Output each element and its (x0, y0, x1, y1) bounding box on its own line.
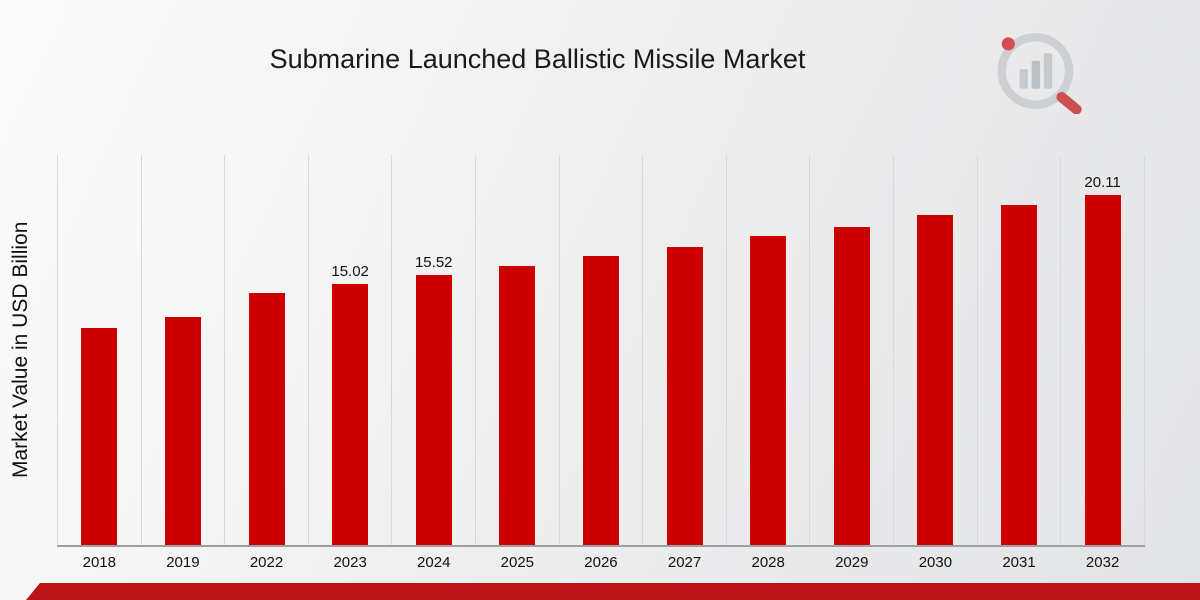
category-cell: 2018 (57, 155, 141, 571)
bar-value-label: 20.11 (1084, 174, 1121, 191)
category-cell: 2019 (140, 155, 225, 571)
category-cell: 2026 (558, 155, 643, 571)
category-cell: 2031 (976, 155, 1061, 571)
bottom-accent-bar (26, 583, 1200, 600)
x-tick-label: 2022 (249, 554, 284, 571)
analytics-logo-icon (997, 33, 1082, 114)
category-cell: 2025 (475, 155, 559, 571)
x-tick-label: 2027 (667, 554, 702, 571)
bar-2026 (582, 256, 619, 545)
category-cell: 15.52 2024 (391, 155, 475, 571)
bar-2024: 15.52 (415, 254, 453, 545)
x-tick-label: 2029 (835, 554, 869, 571)
x-tick-label: 2030 (918, 554, 953, 571)
category-cell: 15.02 2023 (307, 155, 392, 571)
bar-value-label: 15.52 (414, 254, 453, 271)
y-axis-label: Market Value in USD Billion (9, 221, 32, 479)
category-cell: 20.11 2032 (1060, 155, 1145, 571)
x-tick-label: 2024 (417, 554, 451, 571)
x-tick-label: 2028 (751, 554, 785, 571)
category-cell: 2030 (893, 155, 977, 571)
x-tick-label: 2018 (82, 554, 116, 571)
bar-2032: 20.11 (1084, 174, 1121, 545)
category-cell: 2029 (809, 155, 893, 571)
bar-2019 (164, 317, 201, 545)
bar-2023: 15.02 (331, 263, 369, 545)
bar-2025 (499, 266, 536, 545)
x-tick-label: 2019 (166, 554, 200, 571)
plot-area: 2018 2019 2022 15.02 2023 15.52 2024 2025 2026 20… (57, 155, 1145, 571)
bar-2027 (666, 247, 703, 545)
x-tick-label: 2023 (333, 554, 367, 571)
x-tick-label: 2031 (1002, 554, 1036, 571)
x-tick-label: 2026 (584, 554, 618, 571)
x-tick-label: 2032 (1085, 554, 1120, 571)
bar-2028 (750, 236, 787, 545)
bar-2022 (248, 293, 285, 545)
bar-2030 (917, 215, 954, 545)
chart-title: Submarine Launched Ballistic Missile Mar… (269, 44, 806, 74)
bar-2018 (81, 328, 118, 545)
bar-2031 (1001, 205, 1037, 545)
bar-value-label: 15.02 (331, 263, 369, 280)
x-tick-label: 2025 (500, 554, 535, 571)
category-cell: 2028 (725, 155, 810, 571)
category-cell: 2022 (224, 155, 308, 571)
category-cell: 2027 (642, 155, 726, 571)
bar-2029 (833, 227, 870, 545)
